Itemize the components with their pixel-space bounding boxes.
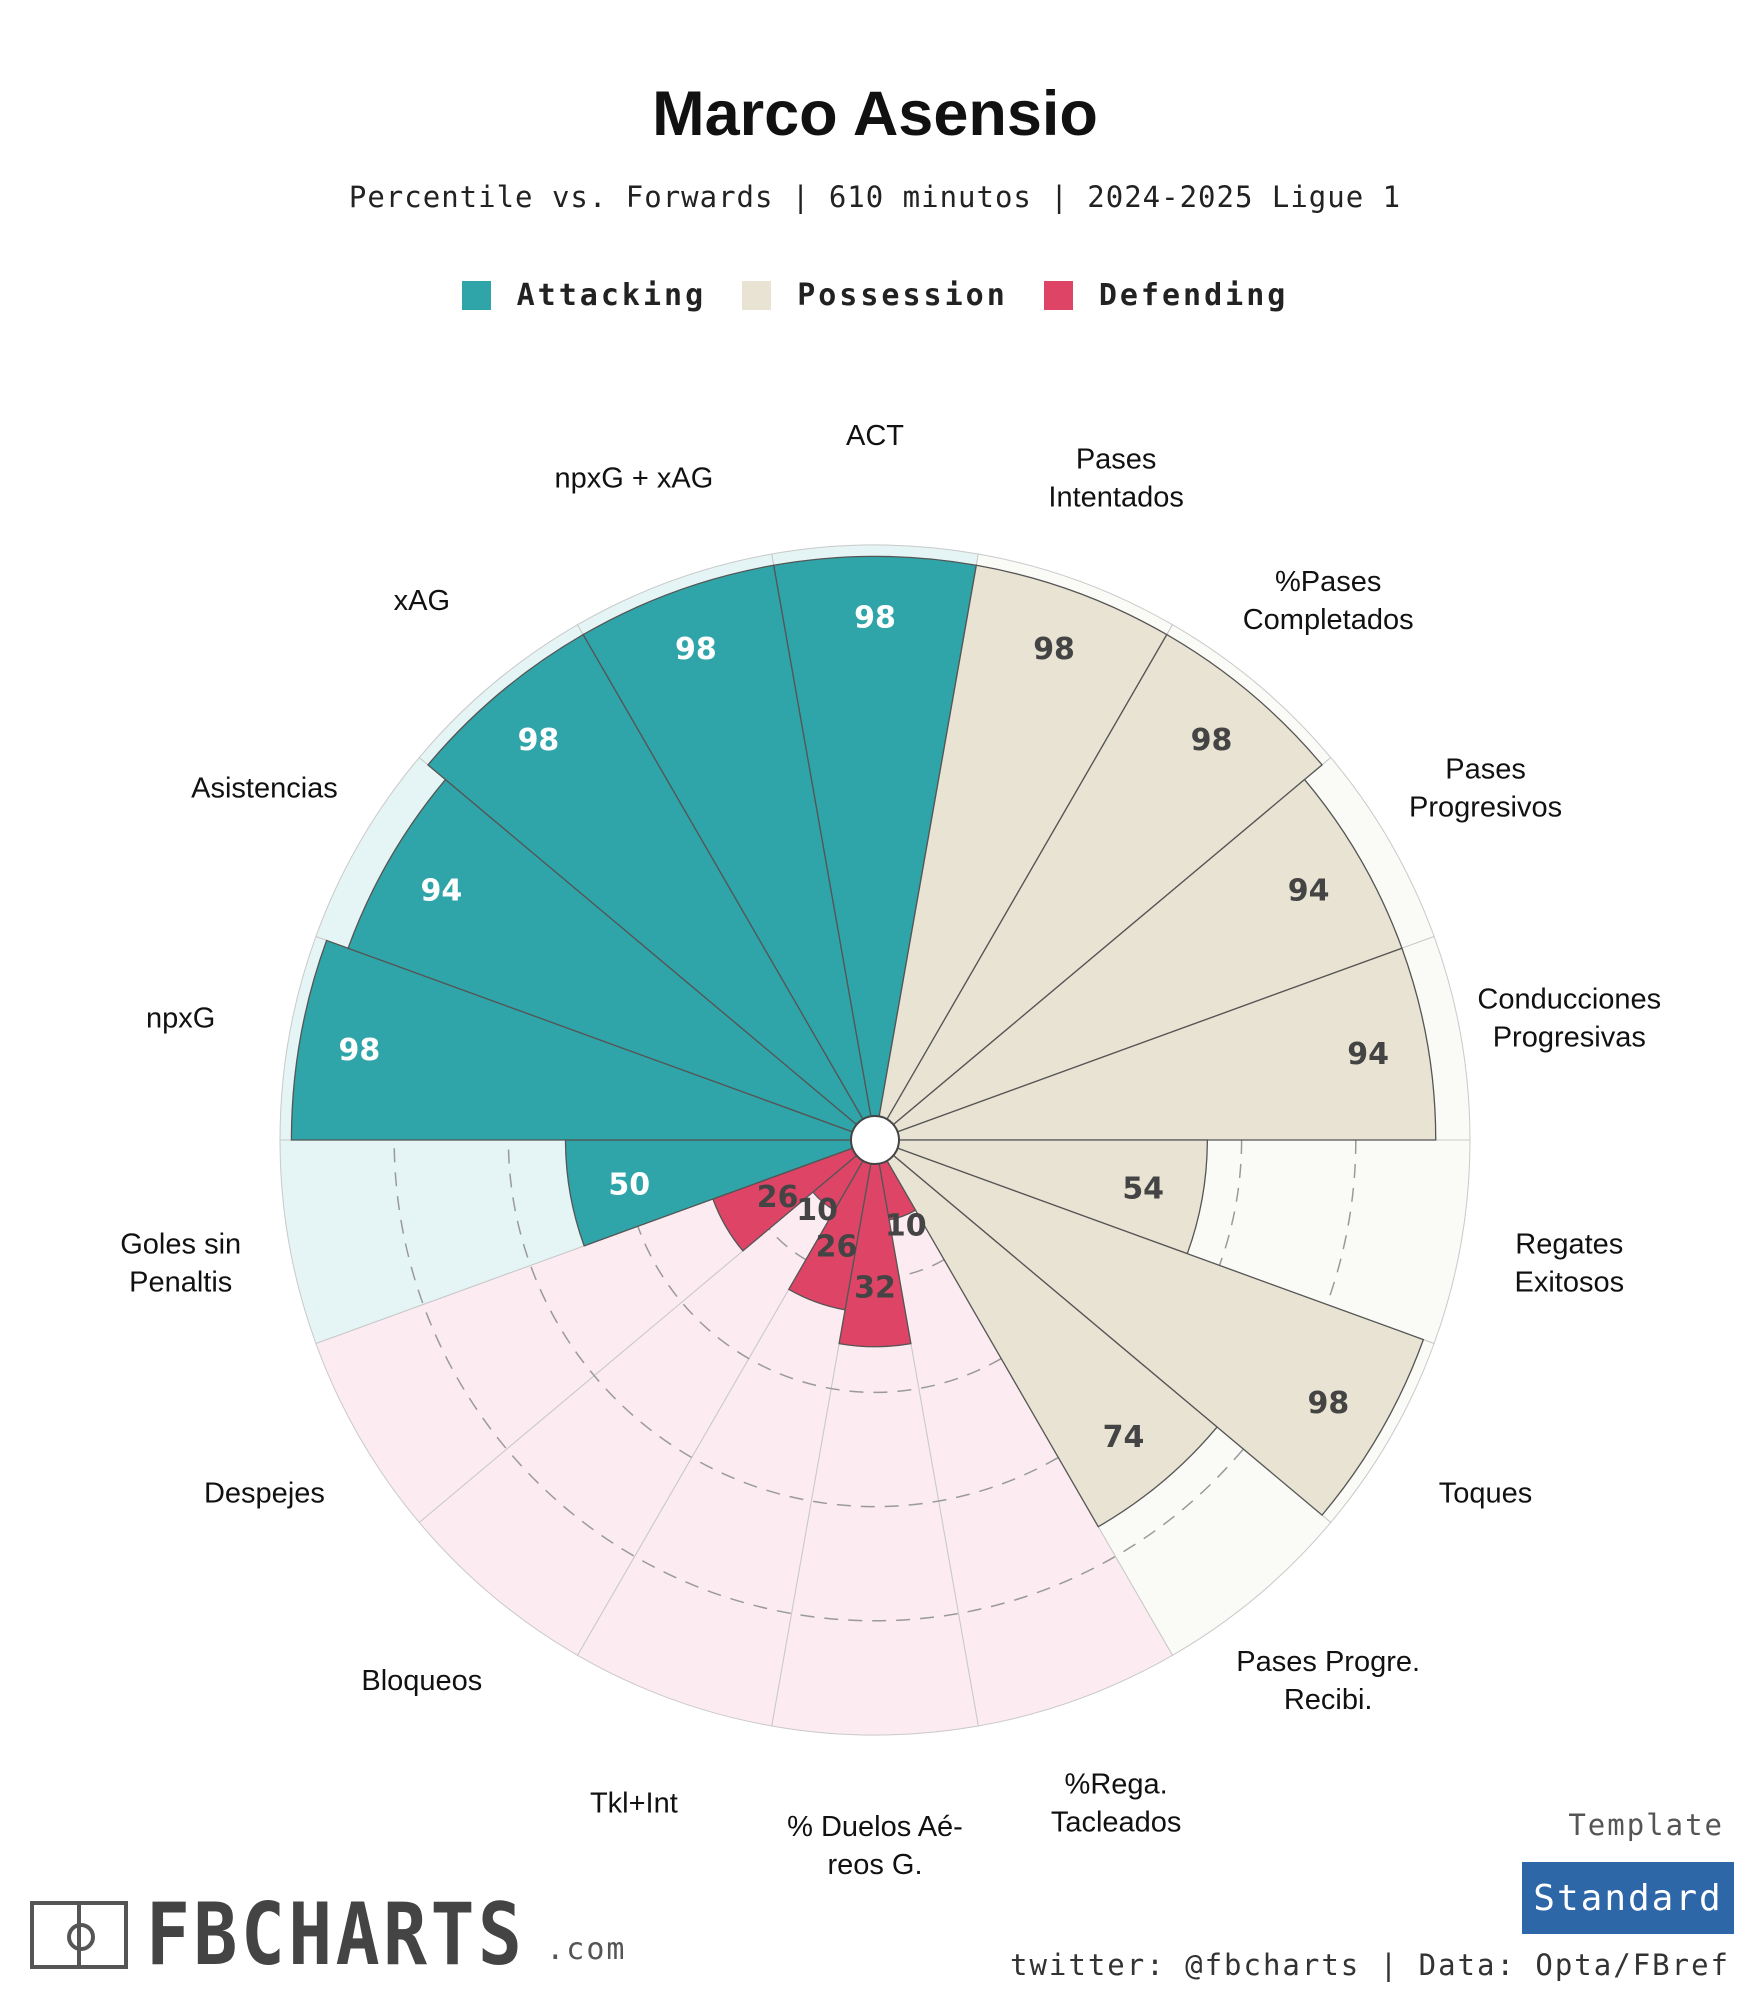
value-label-rega-tacleados: 10 (885, 1209, 927, 1244)
metric-label-pases-progresivos: Pases Progresivos (1409, 754, 1562, 824)
legend-swatch-defending (1043, 281, 1073, 310)
legend-label-attacking: Attacking (516, 278, 707, 313)
legend-label-possession: Possession (797, 278, 1008, 313)
legend-item-defending: Defending (1043, 278, 1289, 313)
value-label-tkl-int: 26 (816, 1230, 858, 1265)
legend-swatch-possession (742, 281, 772, 310)
metric-label-duelos-a-reos-g: % Duelos Aé-reos G. (787, 1811, 963, 1881)
metric-label-toques: Toques (1439, 1478, 1533, 1510)
metric-label-conducciones-progresivas: Conducciones Progresivas (1477, 984, 1661, 1054)
logo-suffix: .com (546, 1932, 627, 1967)
center-hole (850, 1115, 900, 1165)
metric-label-bloqueos: Bloqueos (361, 1665, 482, 1697)
legend-item-possession: Possession (742, 278, 1008, 313)
value-label-goles-sin-penaltis: 50 (608, 1167, 650, 1202)
credits: twitter: @fbcharts | Data: Opta/FBref (1009, 1948, 1730, 1982)
metric-label-regates-exitosos: Regates Exitosos (1514, 1228, 1624, 1298)
bar-asistencias (347, 778, 876, 1141)
value-label-bloqueos: 10 (796, 1193, 838, 1228)
pitch-icon (30, 1901, 128, 1969)
legend-swatch-attacking (461, 281, 491, 310)
value-label-toques: 98 (1308, 1386, 1350, 1421)
metric-label-npxg: npxG (146, 1003, 215, 1035)
fbcharts-logo: FBCHARTS .com (30, 1885, 627, 1985)
bar-npxg (290, 939, 876, 1141)
metric-label-pases-progre-recibi: Pases Progre. Recibi. (1236, 1646, 1420, 1716)
value-label-act: 98 (854, 600, 896, 635)
metric-label-rega-tacleados: %Rega. Tacleados (1051, 1768, 1182, 1838)
metric-label-act: ACT (846, 420, 904, 452)
background-wedge-duelos-a-reos-g (771, 1139, 979, 1736)
chart-title: Marco Asensio (652, 79, 1098, 149)
value-label-regates-exitosos: 54 (1122, 1171, 1164, 1206)
value-label-pases-progresivos: 94 (1288, 874, 1330, 909)
template-label: Template (1568, 1808, 1724, 1842)
legend-item-attacking: Attacking (461, 278, 707, 313)
chart-subtitle: Percentile vs. Forwards | 610 minutos | … (348, 180, 1402, 214)
bar-npxg-xag (582, 564, 876, 1141)
bar-xag (427, 633, 876, 1141)
template-badge: Standard (1522, 1862, 1734, 1934)
value-label-npxg: 98 (338, 1033, 380, 1068)
metric-label-pases-intentados: Pases Intentados (1048, 444, 1183, 514)
bar-pases-intentados (874, 564, 1168, 1141)
legend-label-defending: Defending (1098, 278, 1289, 313)
value-label-duelos-a-reos-g: 32 (854, 1271, 896, 1306)
bar-act (772, 555, 978, 1141)
metric-label-pases-completados: %Pases Completados (1243, 566, 1414, 636)
legend: Attacking Possession Defending (0, 278, 1750, 313)
bar-pases-progre-recibi (874, 1139, 1218, 1528)
metric-label-tkl-int: Tkl+Int (590, 1787, 678, 1819)
value-label-despejes: 26 (757, 1180, 799, 1215)
bar-toques (874, 1139, 1425, 1517)
metric-label-goles-sin-penaltis: Goles sin Penaltis (120, 1228, 241, 1298)
bar-duelos-a-reos-g (838, 1139, 912, 1348)
logo-text: FBCHARTS (146, 1885, 526, 1985)
metric-label-npxg-xag: npxG + xAG (554, 463, 713, 495)
bar-tkl-int (787, 1139, 876, 1311)
value-label-pases-completados: 98 (1191, 723, 1233, 758)
value-label-pases-intentados: 98 (1033, 632, 1075, 667)
metric-label-despejes: Despejes (204, 1478, 325, 1510)
value-label-asistencias: 94 (420, 874, 462, 909)
value-label-xag: 98 (518, 723, 560, 758)
metric-label-asistencias: Asistencias (191, 773, 338, 805)
metric-label-xag: xAG (394, 585, 450, 617)
background-wedge-rega-tacleados (874, 1139, 1174, 1727)
background-wedge-bloqueos (418, 1139, 876, 1656)
bar-pases-completados (874, 633, 1323, 1141)
value-label-pases-progre-recibi: 74 (1103, 1420, 1145, 1455)
value-label-npxg-xag: 98 (675, 632, 717, 667)
bar-pases-progresivos (874, 778, 1403, 1141)
bar-conducciones-progresivas (874, 947, 1437, 1141)
value-label-conducciones-progresivas: 94 (1347, 1037, 1389, 1072)
